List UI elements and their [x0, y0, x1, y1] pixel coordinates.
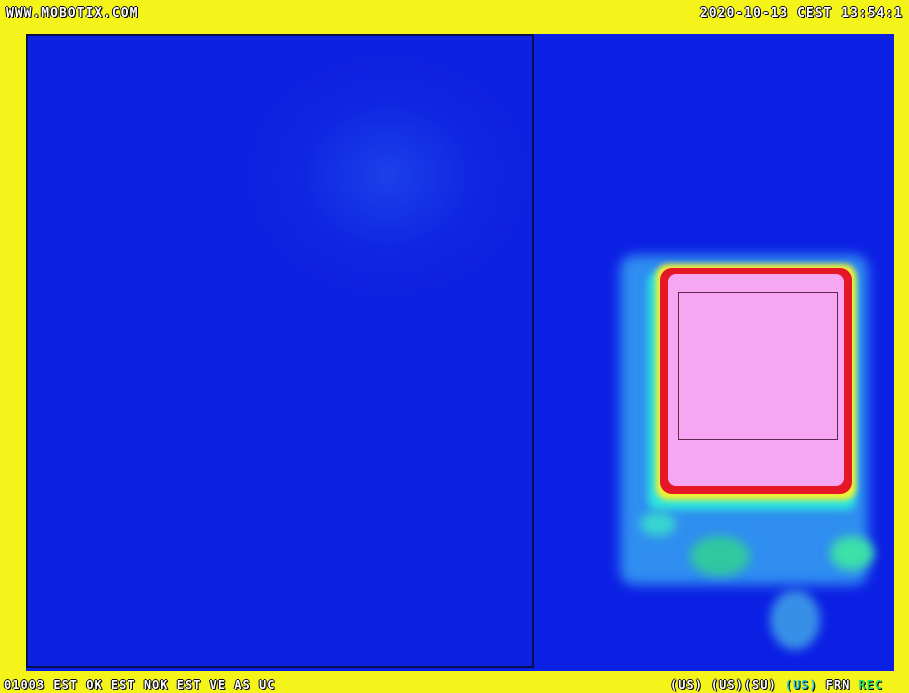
- status-tag: (US): [670, 677, 703, 692]
- thermal-left-panel: [26, 34, 534, 668]
- status-tag: (US): [784, 677, 818, 692]
- datetime-stamp: 2020-10-13 CEST 13:54:1: [699, 5, 903, 21]
- camera-osd-top: WWW.MOBOTIX.COM 2020-10-13 CEST 13:54:1: [0, 0, 909, 26]
- warm-spot-center: [690, 536, 750, 576]
- status-tag: (US)(SU): [710, 677, 777, 692]
- warm-spot-right: [830, 536, 874, 570]
- thermal-haze: [248, 56, 528, 296]
- status-tags: (US) (US)(SU) (US) FRN REC: [670, 678, 883, 692]
- roi-box: [678, 292, 838, 440]
- brand-url: WWW.MOBOTIX.COM: [6, 5, 139, 21]
- status-tag: FRN: [825, 677, 851, 692]
- camera-osd-bottom: 01003 EST OK EST NOK EST VE AS UC (US) (…: [0, 676, 909, 693]
- warm-spot-left: [640, 512, 676, 536]
- recording-indicator: REC: [858, 677, 883, 692]
- warm-spot-bottom: [770, 590, 820, 650]
- heat-core: [668, 274, 844, 486]
- event-status-line: 01003 EST OK EST NOK EST VE AS UC: [4, 677, 276, 692]
